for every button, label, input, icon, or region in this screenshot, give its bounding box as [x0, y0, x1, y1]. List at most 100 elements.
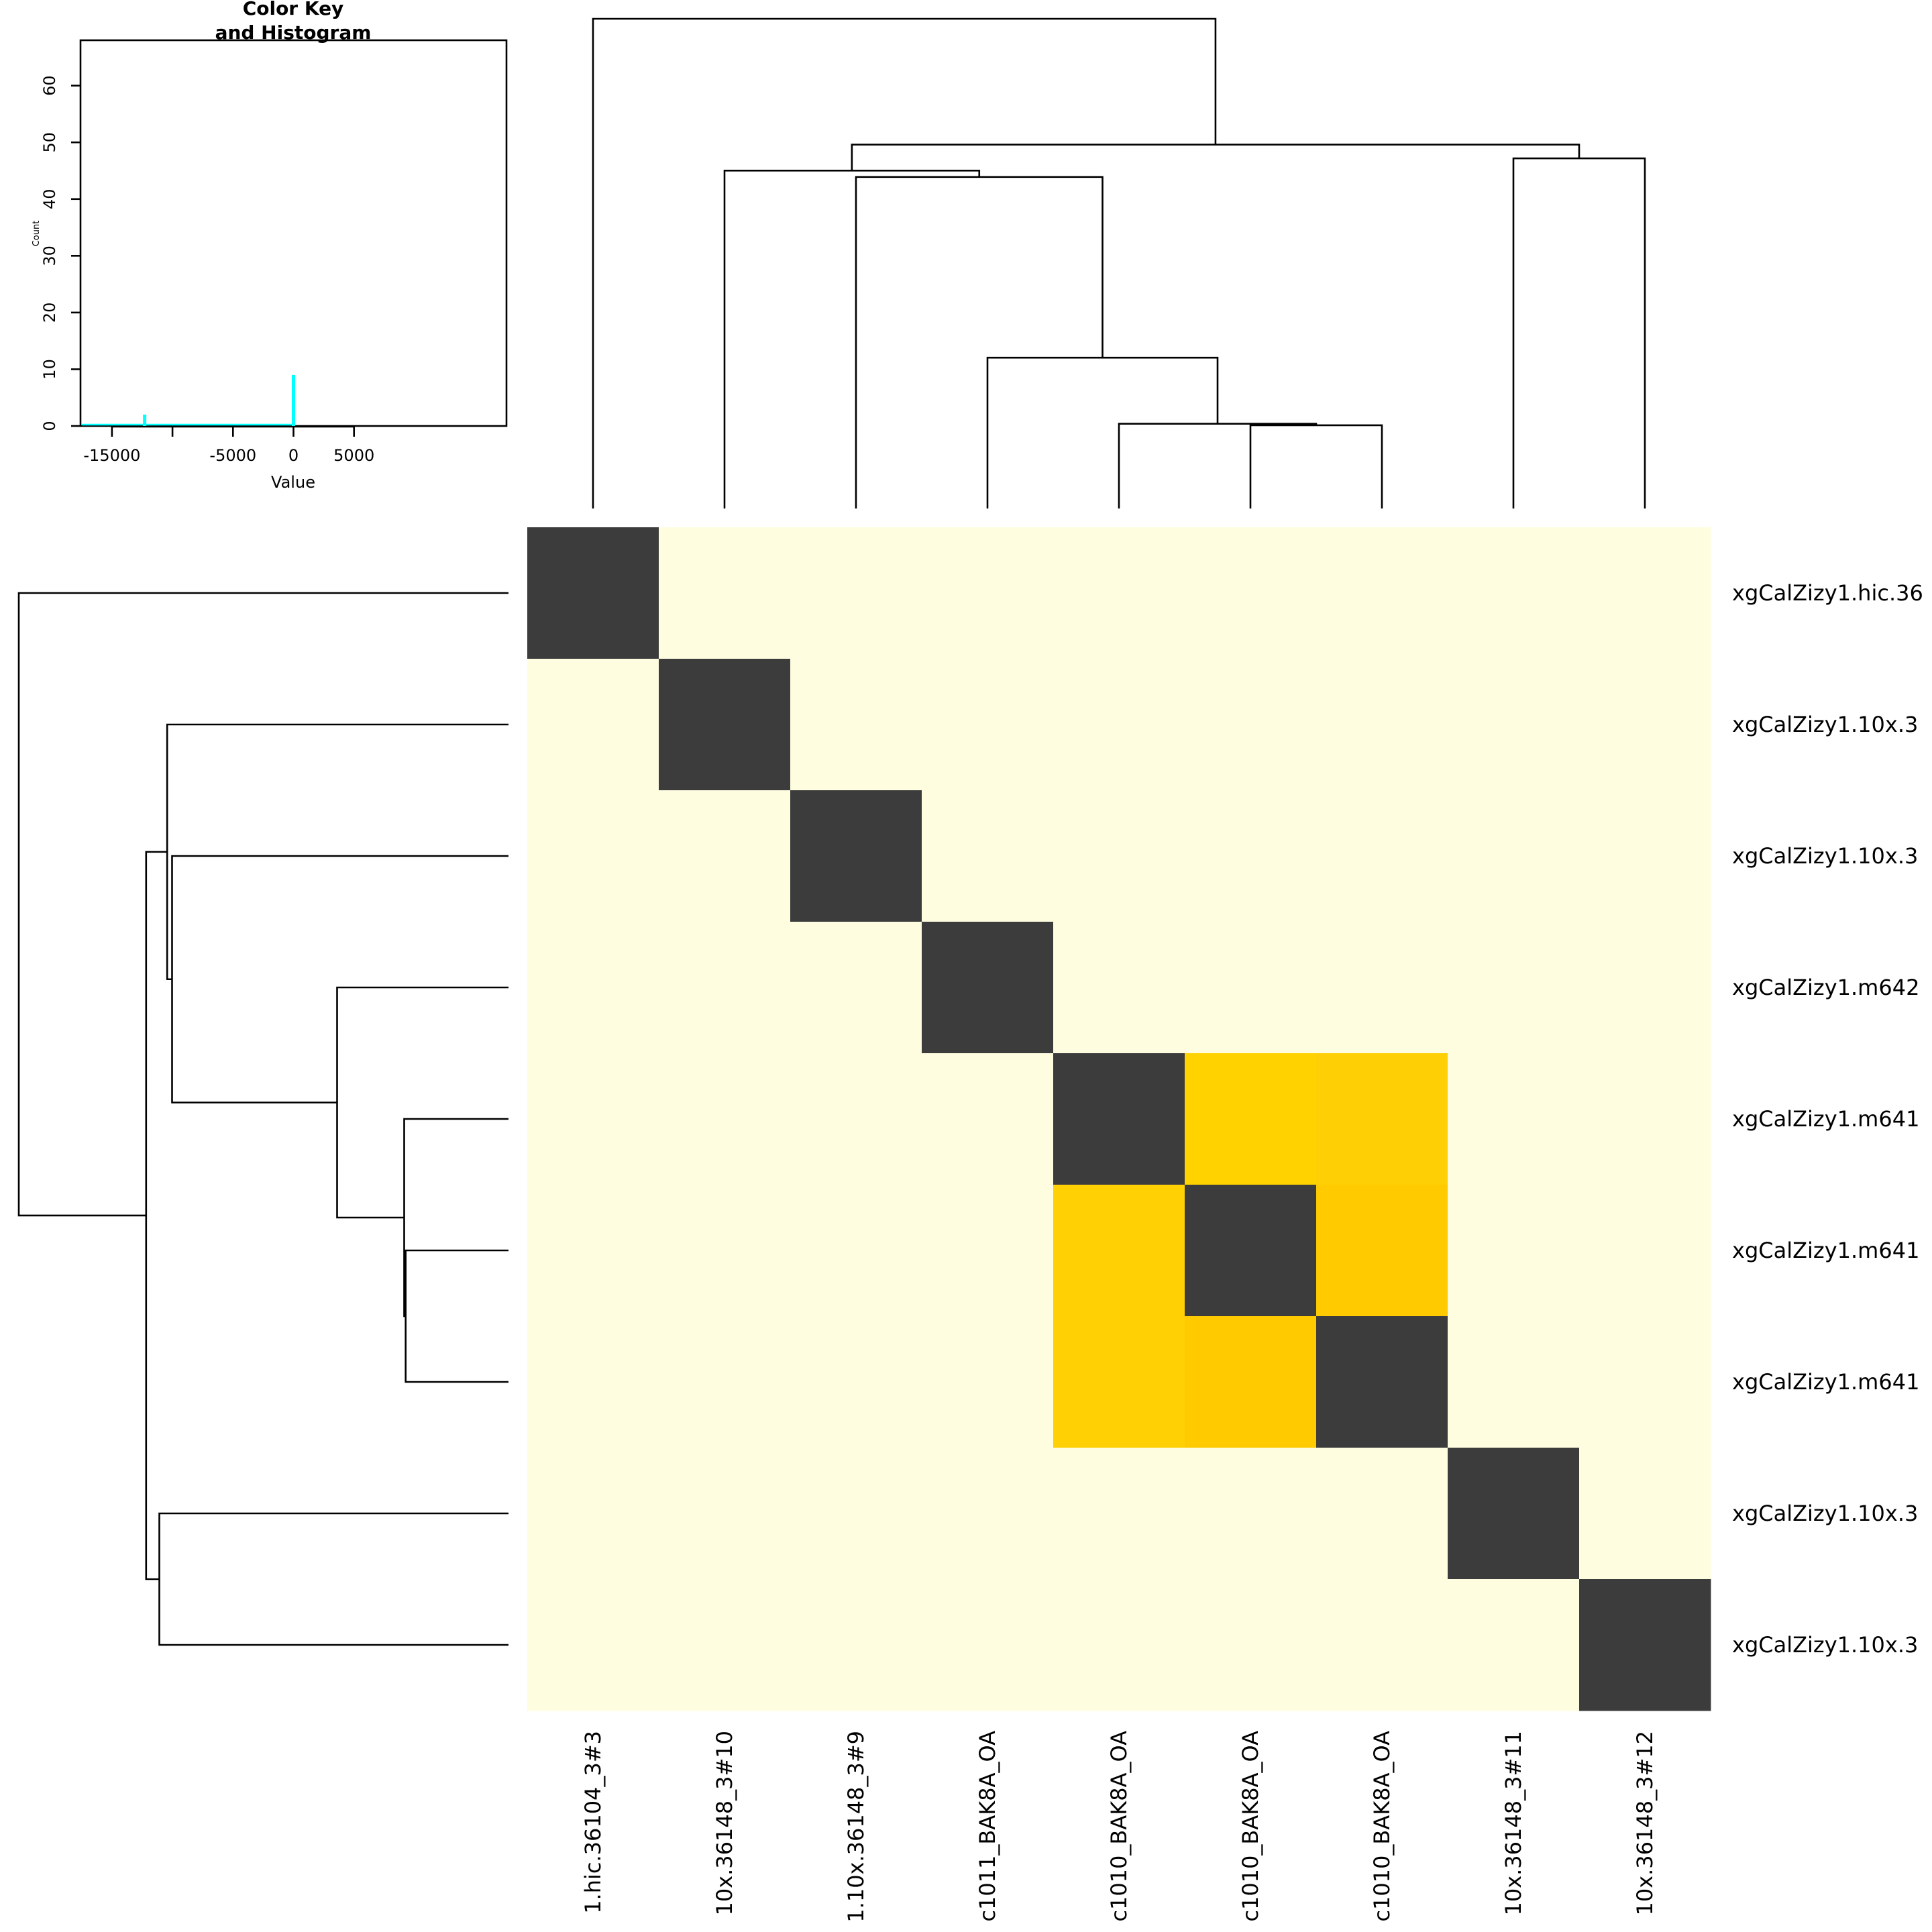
column-label-7: c1010_BAK8A_OA: [1369, 1731, 1395, 1922]
row-labels: xgCalZizy1.hic.36 xgCalZizy1.10x.3 xgCalZi…: [1732, 580, 1923, 1658]
heatmap-cell-r5-c6: [1185, 1053, 1317, 1185]
heatmap-cell-r7-c6: [1185, 1316, 1317, 1448]
heatmap-cell-r4-c8: [1448, 922, 1580, 1054]
column-label-1: 1.hic.36104_3#3: [580, 1731, 606, 1914]
column-label-8: 10x.36148_3#11: [1501, 1731, 1526, 1916]
heatmap-cell-r8-c6: [1185, 1448, 1317, 1580]
heatmap-cells: [527, 527, 1711, 1711]
heatmap-cell-r1-c4: [922, 527, 1054, 659]
heatmap-cell-r2-c5: [1053, 659, 1185, 791]
histogram-y-tick-label-3: 20: [40, 303, 59, 323]
heatmap-cell-r5-c5: [1053, 1053, 1185, 1185]
row-dendrogram-link-4: [171, 855, 508, 1104]
histogram-y-tick-label-4: 30: [40, 246, 59, 266]
heatmap-cell-r9-c5: [1053, 1579, 1185, 1711]
heatmap-cell-r2-c7: [1316, 659, 1448, 791]
heatmap-cell-r2-c6: [1185, 659, 1317, 791]
histogram-x-axis: -15000 -5000 0 5000: [83, 425, 374, 465]
histogram-y-tick-label-6: 50: [40, 132, 59, 153]
row-dendrogram-link-2: [403, 1118, 508, 1318]
heatmap-cell-r4-c3: [790, 922, 922, 1054]
heatmap-cell-r1-c6: [1185, 527, 1317, 659]
heatmap-cell-r9-c3: [790, 1579, 922, 1711]
heatmap-cell-r4-c4: [922, 922, 1054, 1054]
heatmap-cell-r5-c4: [922, 1053, 1054, 1185]
histogram-title-line-1: Color Key: [243, 0, 344, 19]
heatmap-cell-r6-c9: [1579, 1185, 1711, 1317]
col-dendrogram-link-4: [855, 176, 1104, 508]
heatmap-cell-r9-c7: [1316, 1579, 1448, 1711]
heatmap-cell-r8-c9: [1579, 1448, 1711, 1580]
heatmap-cell-r7-c1: [527, 1316, 659, 1448]
column-dendrogram: [592, 17, 1646, 508]
histogram-title-line-2: and Histogram: [215, 21, 372, 44]
row-label-2: xgCalZizy1.10x.3: [1732, 712, 1918, 737]
heatmap-cell-r4-c1: [527, 922, 659, 1054]
heatmap-cell-r9-c6: [1185, 1579, 1317, 1711]
histogram-y-tick-label-2: 10: [40, 359, 59, 380]
heatmap-cell-r8-c7: [1316, 1448, 1448, 1580]
heatmap-cell-r5-c1: [527, 1053, 659, 1185]
col-dendrogram-link-6: [1512, 157, 1646, 508]
heatmap-cell-r1-c2: [659, 527, 791, 659]
heatmap-cell-r4-c2: [659, 922, 791, 1054]
heatmap-cell-r7-c5: [1053, 1316, 1185, 1448]
row-dendrogram-link-8: [17, 592, 508, 1217]
col-dendrogram-link-2: [1118, 423, 1318, 508]
heatmap-cell-r4-c9: [1579, 922, 1711, 1054]
col-dendrogram-link-7: [851, 144, 1580, 171]
heatmap-cell-r2-c1: [527, 659, 659, 791]
heatmap-cell-r5-c9: [1579, 1053, 1711, 1185]
column-label-2: 10x.36148_3#10: [712, 1731, 737, 1916]
heatmap-cell-r5-c2: [659, 1053, 791, 1185]
histogram-y-tick-label-5: 40: [40, 189, 59, 209]
heatmap-cell-r2-c4: [922, 659, 1054, 791]
heatmap-cell-r1-c7: [1316, 527, 1448, 659]
column-label-3: 1.10x.36148_3#9: [843, 1731, 869, 1923]
heatmap-cell-r3-c7: [1316, 790, 1448, 922]
histogram-x-axis-label: Value: [271, 473, 315, 492]
row-label-7: xgCalZizy1.m641: [1732, 1369, 1919, 1395]
heatmap-cell-r5-c3: [790, 1053, 922, 1185]
heatmap-cell-r6-c6: [1185, 1185, 1317, 1317]
heatmap-cell-r4-c7: [1316, 922, 1448, 1054]
row-dendrogram: [17, 592, 508, 1646]
heatmap-cell-r4-c6: [1185, 922, 1317, 1054]
heatmap-cell-r2-c8: [1448, 659, 1580, 791]
column-label-4: c1011_BAK8A_OA: [975, 1731, 1000, 1922]
heatmap-cell-r7-c7: [1316, 1316, 1448, 1448]
histogram-bars: [82, 374, 295, 426]
heatmap-cell-r1-c3: [790, 527, 922, 659]
heatmap-cell-r3-c6: [1185, 790, 1317, 922]
heatmap-cell-r6-c4: [922, 1185, 1054, 1317]
column-label-5: c1010_BAK8A_OA: [1106, 1731, 1132, 1922]
row-label-6: xgCalZizy1.m641: [1732, 1238, 1919, 1263]
heatmap-cell-r5-c8: [1448, 1053, 1580, 1185]
heatmap-cell-r9-c1: [527, 1579, 659, 1711]
column-label-9: 10x.36148_3#12: [1632, 1731, 1658, 1916]
row-label-5: xgCalZizy1.m641: [1732, 1106, 1919, 1132]
row-dendrogram-link-6: [158, 1512, 508, 1646]
heatmap-cell-r8-c3: [790, 1448, 922, 1580]
heatmap-cell-r2-c2: [659, 659, 791, 791]
row-dendrogram-link-3: [336, 986, 508, 1219]
heatmap-cell-r3-c8: [1448, 790, 1580, 922]
heatmap-cell-r7-c2: [659, 1316, 791, 1448]
heatmap-cell-r7-c3: [790, 1316, 922, 1448]
col-dendrogram-link-8: [592, 17, 1217, 508]
column-labels: 1.hic.36104_3#3 10x.36148_3#10 1.10x.36148…: [580, 1731, 1658, 1923]
heatmap-cell-r6-c5: [1053, 1185, 1185, 1317]
heatmap-cell-r1-c9: [1579, 527, 1711, 659]
heatmap-cell-r3-c2: [659, 790, 791, 922]
heatmap-cell-r6-c1: [527, 1185, 659, 1317]
heatmap-cell-r7-c9: [1579, 1316, 1711, 1448]
heatmap-cell-r2-c9: [1579, 659, 1711, 791]
histogram-y-axis: 0 10 20 30 40 50 60: [40, 75, 80, 431]
heatmap-cell-r1-c8: [1448, 527, 1580, 659]
heatmap-cell-r9-c8: [1448, 1579, 1580, 1711]
histogram-x-tick-label-3: -5000: [209, 446, 256, 465]
row-label-3: xgCalZizy1.10x.3: [1732, 843, 1918, 869]
histogram-frame: [79, 39, 508, 427]
heatmap-cell-r6-c2: [659, 1185, 791, 1317]
